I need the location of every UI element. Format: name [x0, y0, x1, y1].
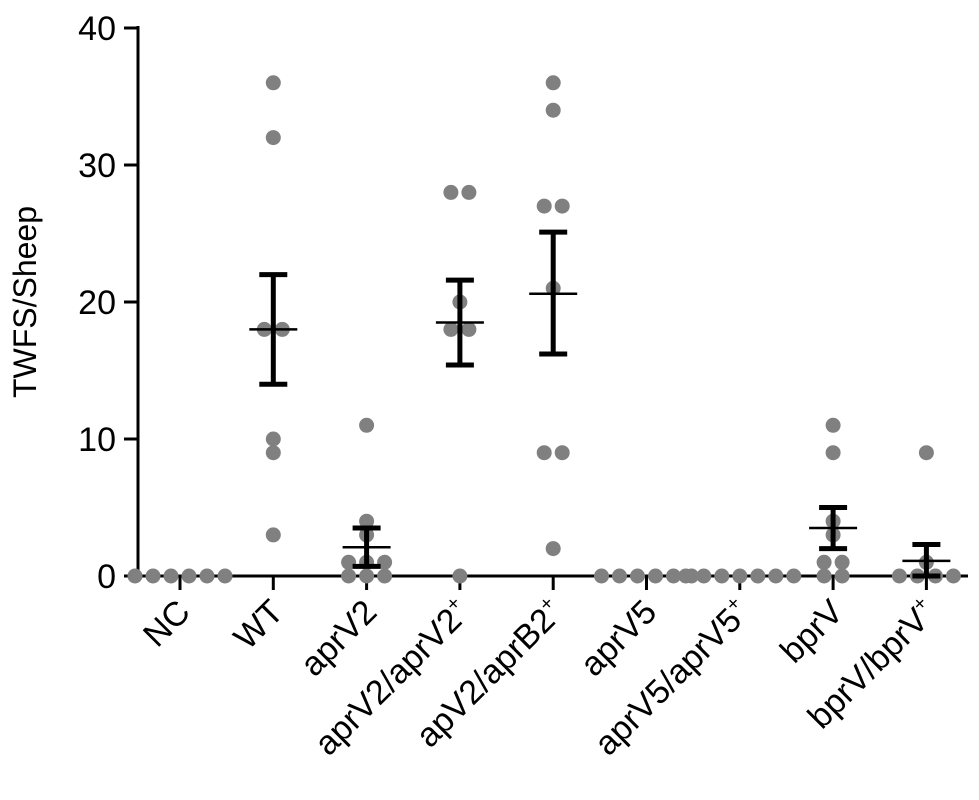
data-point: [452, 568, 468, 584]
data-point: [377, 568, 393, 584]
data-point: [341, 554, 357, 570]
data-point: [834, 568, 850, 584]
data-point: [377, 554, 393, 570]
data-point: [825, 417, 841, 433]
data-point: [825, 445, 841, 461]
data-point: [768, 568, 784, 584]
data-point: [341, 568, 357, 584]
y-tick-label: 40: [78, 10, 116, 48]
x-tick-label: NC: [136, 593, 198, 655]
data-point: [145, 568, 161, 584]
data-point: [945, 568, 961, 584]
data-point: [834, 554, 850, 570]
data-point: [750, 568, 766, 584]
y-tick-label: 10: [78, 421, 116, 459]
data-point: [786, 568, 802, 584]
data-point: [359, 568, 375, 584]
data-point: [918, 445, 934, 461]
data-point: [891, 568, 907, 584]
data-point: [217, 568, 233, 584]
data-point: [265, 75, 281, 91]
data-point: [545, 102, 561, 118]
data-point: [265, 431, 281, 447]
data-point: [648, 568, 663, 584]
data-point: [536, 445, 552, 461]
data-point: [554, 445, 570, 461]
data-point: [443, 321, 459, 337]
data-point: [594, 568, 609, 584]
x-tick-label: bprV: [773, 593, 851, 671]
data-point: [545, 75, 561, 91]
data-point: [816, 568, 832, 584]
data-point: [536, 198, 552, 214]
data-point: [265, 445, 281, 461]
x-tick-label: WT: [227, 593, 291, 657]
data-point: [630, 568, 645, 584]
data-point: [732, 568, 748, 584]
data-point: [612, 568, 627, 584]
data-point: [265, 527, 281, 543]
x-tick-label: aprV5: [573, 593, 664, 684]
data-point: [461, 321, 477, 337]
data-point: [696, 568, 712, 584]
data-point: [678, 568, 694, 584]
y-axis-title: TWFS/Sheep: [7, 206, 43, 398]
data-point: [666, 568, 681, 584]
data-point: [265, 130, 281, 146]
x-tick-label: aprV2: [293, 593, 384, 684]
data-point: [554, 198, 570, 214]
data-point: [461, 184, 477, 200]
y-tick-label: 0: [97, 558, 116, 596]
y-tick-label: 30: [78, 147, 116, 185]
data-point: [127, 568, 143, 584]
data-point: [163, 568, 179, 584]
y-ticks: 0 10 20 30 40: [78, 10, 138, 596]
data-points: [127, 75, 961, 584]
data-point: [816, 554, 832, 570]
data-point: [359, 417, 375, 433]
data-point: [359, 513, 375, 529]
data-point: [199, 568, 215, 584]
error-bars: [249, 229, 951, 579]
data-point: [443, 184, 459, 200]
data-point: [714, 568, 730, 584]
y-tick-label: 20: [78, 284, 116, 322]
data-point: [181, 568, 197, 584]
data-point: [545, 541, 561, 557]
